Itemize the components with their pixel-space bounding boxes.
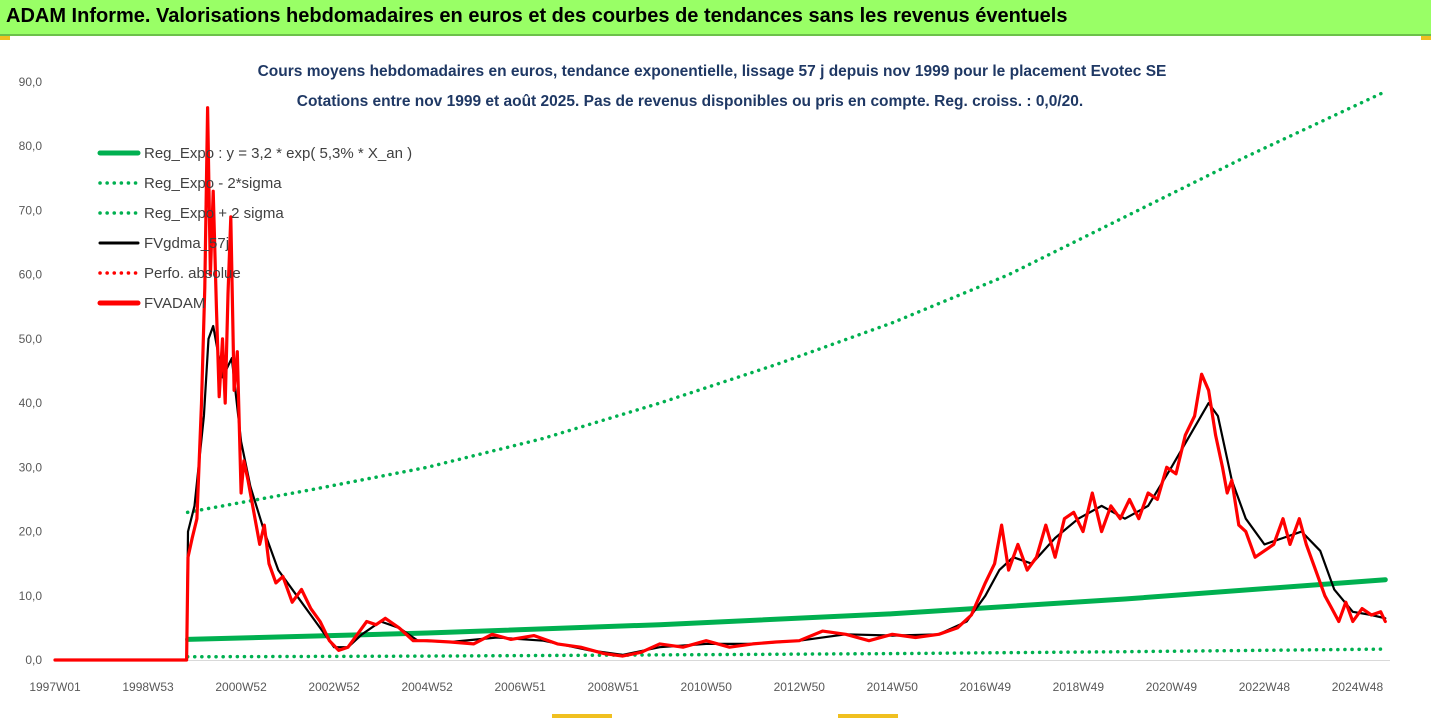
report-title: ADAM Informe. Valorisations hebdomadaire…	[6, 5, 1068, 27]
series-line	[185, 647, 1388, 659]
x-tick-label: 2010W50	[681, 680, 733, 694]
x-tick-label: 1997W01	[29, 680, 81, 694]
x-tick-label: 2024W48	[1332, 680, 1384, 694]
y-tick-label: 90,0	[19, 75, 43, 89]
x-tick-label: 2008W51	[588, 680, 640, 694]
corner-marker-right	[1421, 36, 1431, 40]
y-tick-label: 10,0	[19, 589, 43, 603]
y-axis: 0,0 10,0 20,0 30,0 40,0 50,0 60,0 70,0 80,0 90,0	[19, 75, 43, 667]
y-tick-label: 60,0	[19, 268, 43, 282]
series-line	[185, 577, 1388, 642]
x-tick-label: 2012W50	[774, 680, 826, 694]
x-tick-label: 2004W52	[401, 680, 453, 694]
legend-label: Perfo. absolue	[144, 265, 241, 282]
report-banner: ADAM Informe. Valorisations hebdomadaire…	[0, 0, 1431, 36]
x-tick-label: 2000W52	[215, 680, 267, 694]
legend-label: Reg_Expo : y = 3,2 * exp( 5,3% * X_an )	[144, 145, 412, 162]
y-tick-label: 30,0	[19, 460, 43, 474]
x-tick-label: 2020W49	[1146, 680, 1198, 694]
line-chart: Cours moyens hebdomadaires en euros, ten…	[19, 63, 1390, 694]
chart-subtitle: Cotations entre nov 1999 et août 2025. P…	[297, 93, 1083, 110]
corner-marker-bottom-left	[552, 714, 612, 718]
legend-label: FVgdma_57j	[144, 235, 229, 252]
y-tick-label: 20,0	[19, 525, 43, 539]
legend: Reg_Expo : y = 3,2 * exp( 5,3% * X_an ) R…	[97, 145, 412, 312]
legend-label: Reg_Expo - 2*sigma	[144, 175, 282, 192]
corner-marker-bottom-right	[838, 714, 898, 718]
corner-marker-left	[0, 36, 10, 40]
series-line	[185, 89, 1388, 515]
series-line	[53, 106, 1387, 662]
plot-area	[53, 89, 1388, 662]
series-line	[53, 324, 1387, 662]
x-tick-label: 2022W48	[1239, 680, 1291, 694]
x-tick-label: 2014W50	[867, 680, 919, 694]
y-tick-label: 0,0	[25, 653, 42, 667]
y-tick-label: 40,0	[19, 396, 43, 410]
y-tick-label: 50,0	[19, 332, 43, 346]
y-tick-label: 70,0	[19, 203, 43, 217]
x-axis: 1997W01 1998W53 2000W52 2002W52 2004W52 2006W…	[29, 680, 1383, 694]
chart-title: Cours moyens hebdomadaires en euros, ten…	[258, 63, 1167, 80]
x-tick-label: 2006W51	[494, 680, 546, 694]
y-tick-label: 80,0	[19, 139, 43, 153]
x-tick-label: 1998W53	[122, 680, 174, 694]
legend-label: FVADAM	[144, 295, 205, 312]
legend-label: Reg_Expo + 2 sigma	[144, 205, 284, 222]
x-tick-label: 2016W49	[960, 680, 1012, 694]
x-tick-label: 2018W49	[1053, 680, 1105, 694]
x-tick-label: 2002W52	[308, 680, 360, 694]
